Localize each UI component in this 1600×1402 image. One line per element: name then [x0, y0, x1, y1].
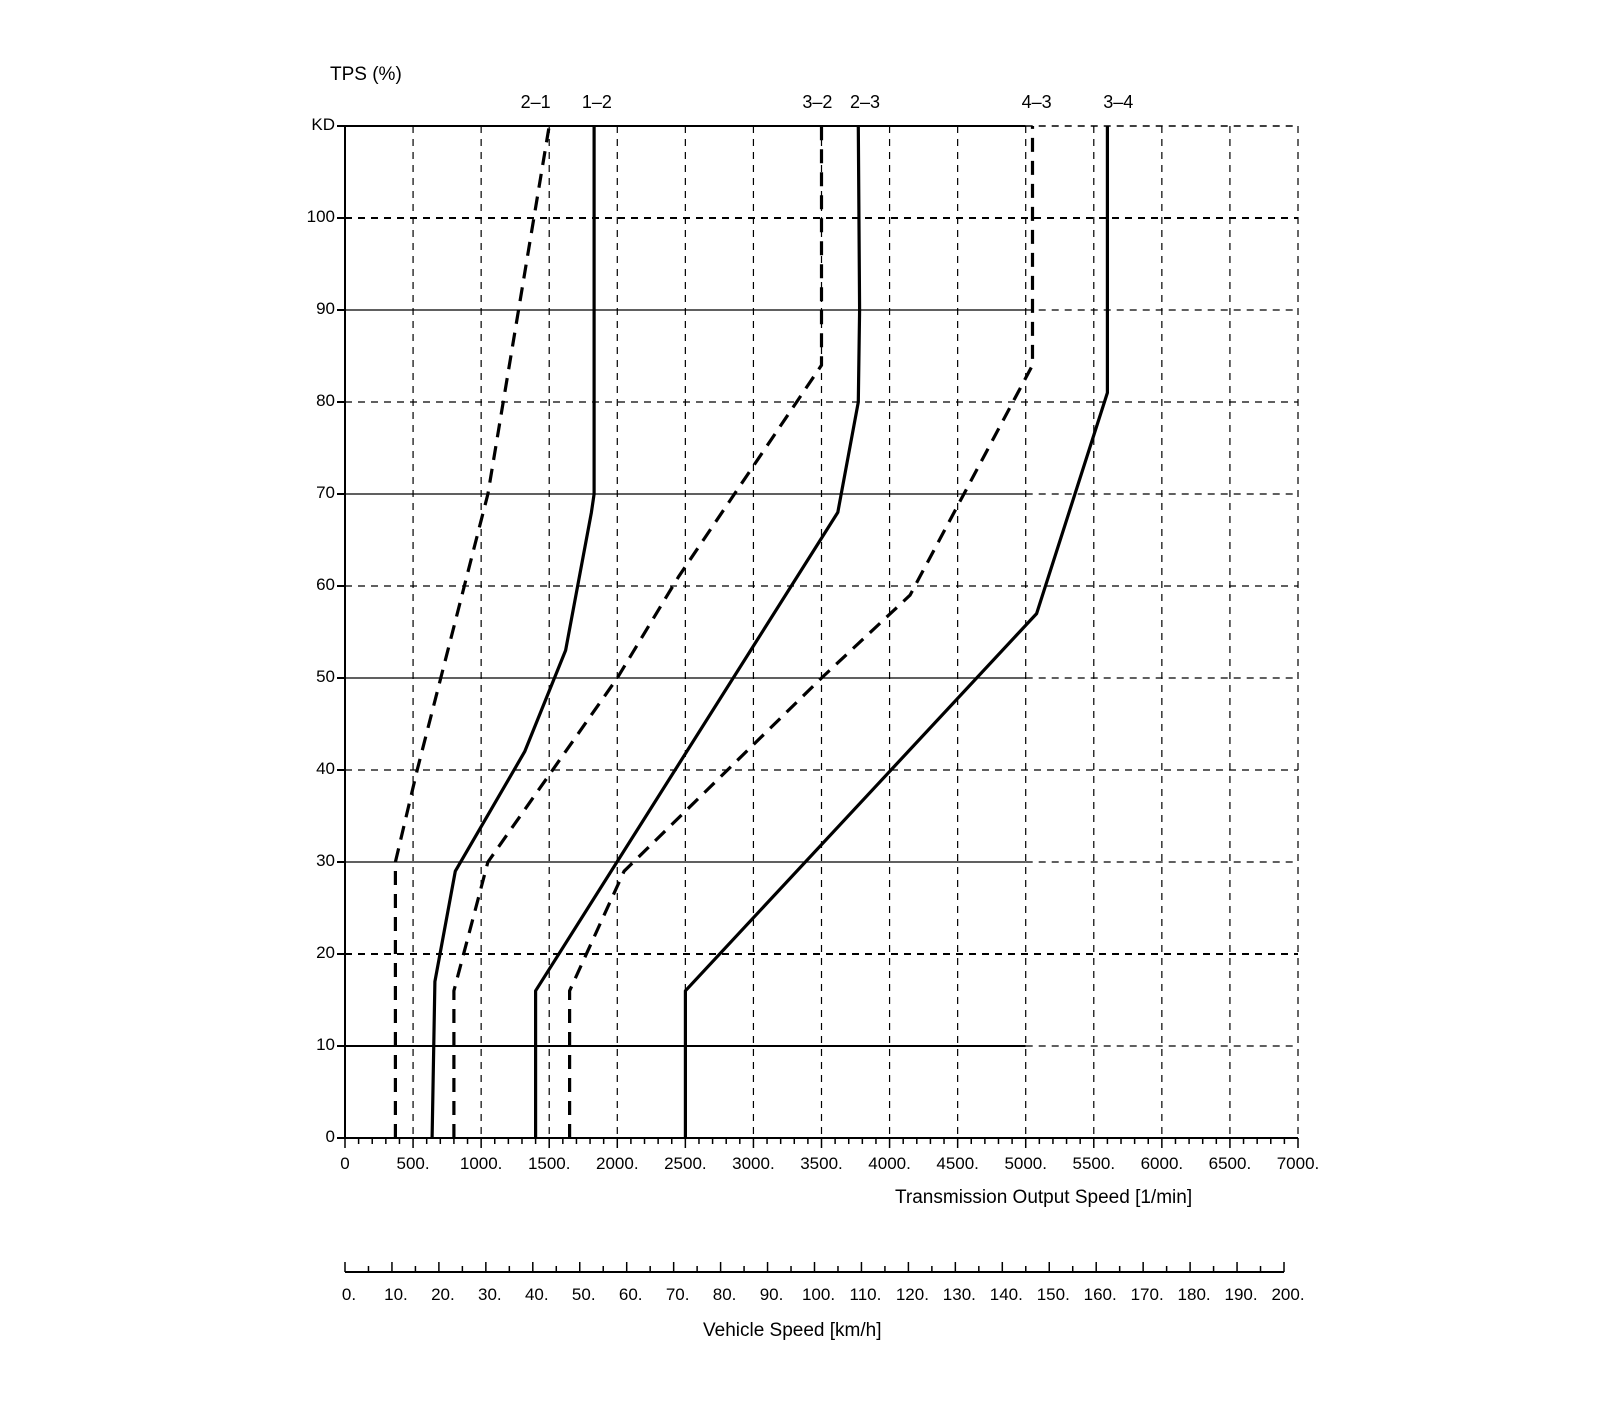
y-tick-label: 0 — [326, 1127, 335, 1146]
secondary-x-tick-label: 180. — [1178, 1285, 1211, 1304]
x-tick-label: 3000. — [732, 1154, 775, 1173]
secondary-x-tick-label: 70. — [666, 1285, 690, 1304]
secondary-x-tick-label: 0. — [342, 1285, 356, 1304]
y-tick-label: 40 — [316, 759, 335, 778]
shift-curve-1-2 — [430, 126, 596, 1139]
curve-label: 4–3 — [1022, 92, 1052, 112]
shift-curve-2-3 — [533, 125, 862, 1138]
x-tick-label: 4000. — [868, 1154, 911, 1173]
secondary-x-tick-label: 190. — [1225, 1285, 1258, 1304]
series-layer — [393, 125, 1110, 1139]
x-tick-label: 7000. — [1277, 1154, 1320, 1173]
secondary-x-tick-label: 170. — [1131, 1285, 1164, 1304]
secondary-x-tick-label: 200. — [1271, 1285, 1304, 1304]
secondary-x-tick-label: 80. — [713, 1285, 737, 1304]
curve-label: 2–1 — [521, 92, 551, 112]
label-layer: 2–1 1–2 3–2 2–3 4–3 3–4 — [521, 92, 1134, 112]
shift-curve-3-4 — [683, 126, 1110, 1138]
x-tick-label: 1500. — [528, 1154, 571, 1173]
x-tick-label: 5000. — [1004, 1154, 1047, 1173]
secondary-x-tick-label: 10. — [384, 1285, 408, 1304]
y-tick-label: 100 — [307, 207, 335, 226]
y-tick-label: 10 — [316, 1035, 335, 1054]
secondary-x-tick-label: 90. — [760, 1285, 784, 1304]
secondary-x-tick-label: 160. — [1084, 1285, 1117, 1304]
curve-label: 3–2 — [802, 92, 832, 112]
secondary-x-tick-label: 40. — [525, 1285, 549, 1304]
x-tick-label: 6500. — [1209, 1154, 1252, 1173]
x-axis-title: Transmission Output Speed [1/min] — [895, 1187, 1192, 1208]
x-tick-label: 0 — [340, 1154, 349, 1173]
x-tick-label: 6000. — [1141, 1154, 1184, 1173]
shift-curve-2-1 — [393, 125, 551, 1138]
y-tick-label: 60 — [316, 575, 335, 594]
secondary-x-tick-label: 150. — [1037, 1285, 1070, 1304]
secondary-x-tick-label: 50. — [572, 1285, 596, 1304]
x-tick-label: 3500. — [800, 1154, 843, 1173]
secondary-x-tick-label: 20. — [431, 1285, 455, 1304]
curve-label: 3–4 — [1103, 92, 1133, 112]
secondary-x-tick-label: 110. — [850, 1285, 882, 1304]
curve-label: 1–2 — [582, 92, 612, 112]
x-tick-label: 500. — [397, 1154, 430, 1173]
shift-curve-4-3 — [567, 126, 1035, 1138]
secondary-x-tick-label: 120. — [896, 1285, 929, 1304]
x-tick-label: 5500. — [1073, 1154, 1116, 1173]
x-tick-label: 2000. — [596, 1154, 639, 1173]
y-tick-label: 30 — [316, 851, 335, 870]
shift-curve-3-2 — [452, 126, 824, 1138]
secondary-x-tick-label: 60. — [619, 1285, 643, 1304]
secondary-x-tick-label: 140. — [990, 1285, 1023, 1304]
x-tick-label: 4500. — [936, 1154, 979, 1173]
secondary-x-axis-title: Vehicle Speed [km/h] — [703, 1320, 882, 1341]
secondary-x-tick-label: 130. — [943, 1285, 976, 1304]
axis-layer: 0 10 20 30 40 50 60 70 80 90 100 KD 0 500. 1000. 1500. 2… — [307, 115, 1320, 1304]
y-tick-label: 20 — [316, 943, 335, 962]
y-tick-label: 90 — [316, 299, 335, 318]
y-tick-label: 80 — [316, 391, 335, 410]
secondary-x-tick-label: 30. — [478, 1285, 502, 1304]
x-tick-label: 2500. — [664, 1154, 707, 1173]
y-tick-label: KD — [311, 115, 335, 134]
y-tick-label: 70 — [316, 483, 335, 502]
y-tick-label: 50 — [316, 667, 335, 686]
curve-label: 2–3 — [850, 92, 880, 112]
y-axis-title: TPS (%) — [330, 64, 402, 85]
secondary-x-tick-label: 100. — [802, 1285, 835, 1304]
x-tick-label: 1000. — [460, 1154, 503, 1173]
